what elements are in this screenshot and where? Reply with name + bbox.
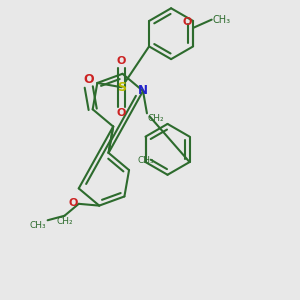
- Text: CH₂: CH₂: [148, 114, 165, 123]
- Text: O: O: [117, 56, 126, 66]
- Text: S: S: [117, 81, 126, 94]
- Text: CH₃: CH₃: [137, 156, 154, 165]
- Text: CH₃: CH₃: [30, 221, 46, 230]
- Text: O: O: [83, 73, 94, 86]
- Text: N: N: [138, 85, 148, 98]
- Text: O: O: [183, 17, 192, 27]
- Text: CH₃: CH₃: [213, 15, 231, 25]
- Text: O: O: [68, 198, 78, 208]
- Text: CH₂: CH₂: [56, 217, 73, 226]
- Text: O: O: [117, 108, 126, 118]
